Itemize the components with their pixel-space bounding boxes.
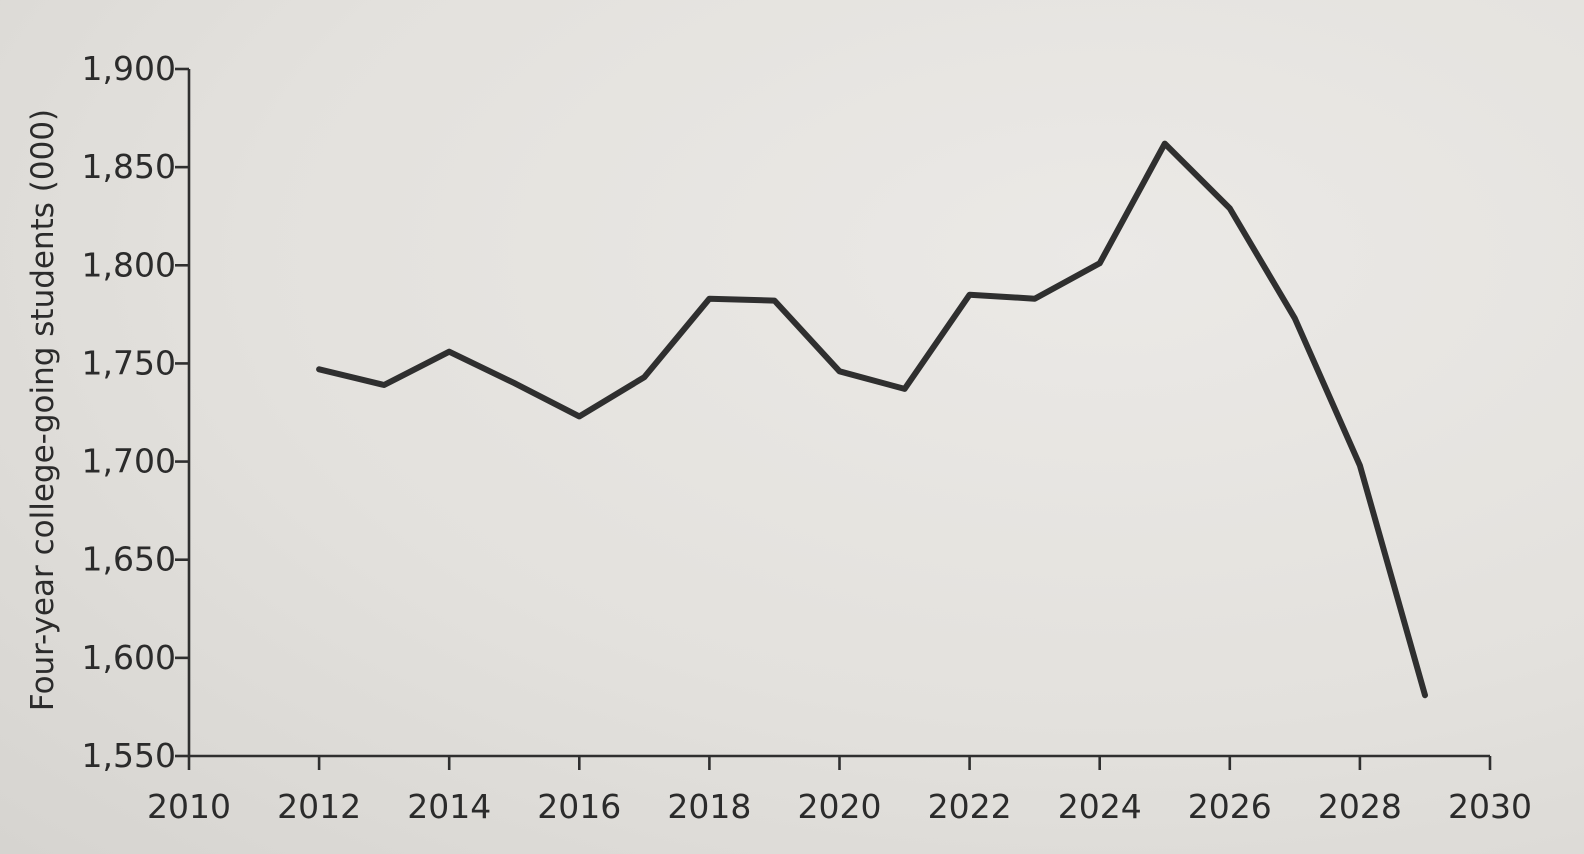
x-tick-label: 2014 bbox=[407, 787, 491, 826]
x-tick-label: 2020 bbox=[798, 787, 882, 826]
y-tick-label: 1,750 bbox=[82, 343, 176, 382]
axes bbox=[187, 69, 1490, 758]
y-tick-label: 1,550 bbox=[82, 736, 176, 775]
x-tick-label: 2026 bbox=[1188, 787, 1272, 826]
x-tick-label: 2028 bbox=[1318, 787, 1402, 826]
x-tick-label: 2024 bbox=[1058, 787, 1142, 826]
y-tick-label: 1,650 bbox=[82, 540, 176, 579]
x-tick-label: 2018 bbox=[667, 787, 751, 826]
y-tick-label: 1,700 bbox=[82, 442, 176, 481]
y-axis-ticks: 1,550 1,600 1,650 1,700 1,750 1,800 1,850 1,900 bbox=[82, 49, 189, 775]
x-tick-label: 2012 bbox=[277, 787, 361, 826]
x-tick-label: 2010 bbox=[147, 787, 231, 826]
y-tick-label: 1,850 bbox=[82, 147, 176, 186]
y-tick-label: 1,600 bbox=[82, 638, 176, 677]
y-tick-label: 1,900 bbox=[82, 49, 176, 88]
x-tick-label: 2022 bbox=[928, 787, 1012, 826]
x-tick-label: 2016 bbox=[537, 787, 621, 826]
axis-lines bbox=[187, 69, 1490, 758]
y-tick-label: 1,800 bbox=[82, 245, 176, 284]
x-tick-label: 2030 bbox=[1448, 787, 1532, 826]
series-line bbox=[316, 140, 1428, 699]
series-group bbox=[316, 140, 1428, 699]
y-axis-title: Four-year college-going students (000) bbox=[25, 109, 61, 711]
x-axis-ticks: 2010 2012 2014 2016 2018 2020 2022 2024 2026 2028… bbox=[147, 756, 1532, 826]
